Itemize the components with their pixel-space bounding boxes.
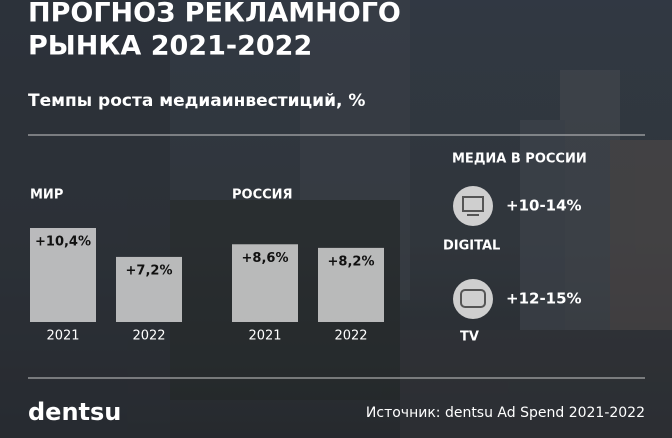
group-label: МИР [30, 188, 63, 203]
bar [30, 228, 96, 322]
value-label: +10,4% [35, 235, 91, 250]
subtitle: Темпы роста медиаинвестиций, % [28, 91, 365, 111]
media-label: DIGITAL [443, 239, 500, 254]
x-tick-label: 2022 [334, 329, 367, 344]
value-label: +7,2% [126, 263, 173, 278]
media-label: TV [460, 330, 479, 345]
bar [232, 244, 298, 322]
x-tick-label: 2021 [46, 329, 79, 344]
logo: dentsu [28, 398, 121, 426]
group-label: РОССИЯ [232, 188, 293, 203]
digital-icon [453, 186, 493, 226]
title-line: РЫНКА 2021-2022 [28, 31, 312, 62]
bar [116, 256, 182, 322]
media-value: +10-14% [506, 197, 582, 215]
value-label: +8,2% [328, 254, 375, 269]
media-title: МЕДИА В РОССИИ [452, 152, 587, 167]
x-tick-label: 2021 [248, 329, 281, 344]
media-value: +12-15% [506, 290, 582, 308]
bar [318, 247, 384, 322]
value-label: +8,6% [242, 251, 289, 266]
x-tick-label: 2022 [132, 329, 165, 344]
source: Источник: dentsu Ad Spend 2021-2022 [366, 405, 645, 421]
title-line: ПРОГНОЗ РЕКЛАМНОГО [28, 0, 401, 29]
tv-icon [453, 279, 493, 319]
